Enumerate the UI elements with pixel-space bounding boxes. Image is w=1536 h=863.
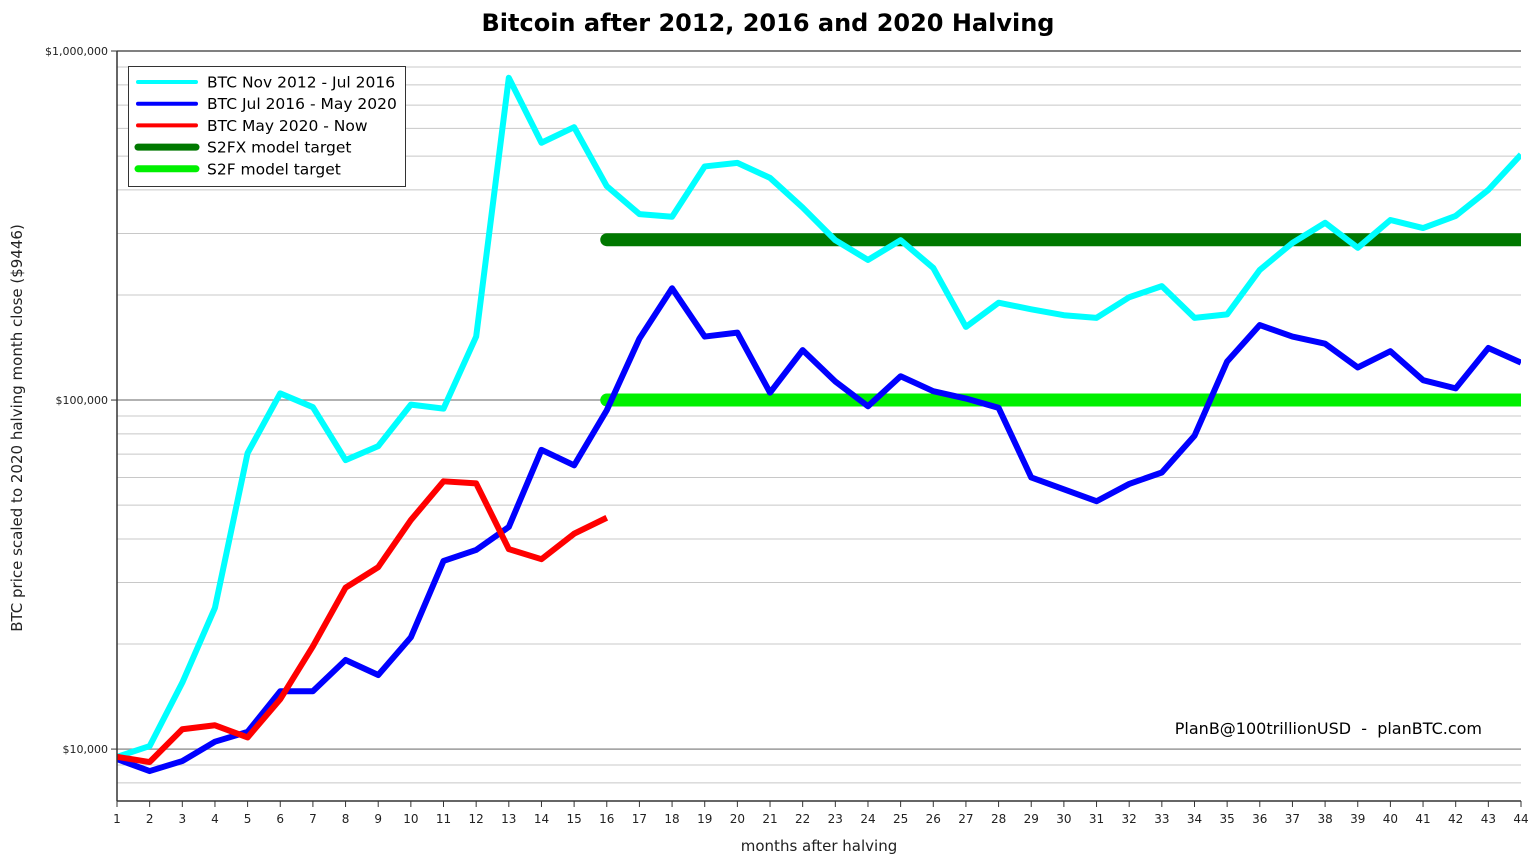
x-tick-label: 28: [991, 812, 1006, 826]
y-tick-label: $1,000,000: [45, 45, 108, 58]
x-tick-label: 17: [632, 812, 647, 826]
x-tick-label: 43: [1481, 812, 1496, 826]
chart-title: Bitcoin after 2012, 2016 and 2020 Halvin…: [482, 9, 1055, 37]
x-tick-label: 3: [178, 812, 186, 826]
x-tick-label: 24: [860, 812, 875, 826]
x-tick-label: 36: [1252, 812, 1267, 826]
x-axis-label: months after halving: [741, 837, 897, 855]
x-tick-label: 44: [1513, 812, 1528, 826]
x-tick-label: 11: [436, 812, 451, 826]
axes: 1 2 3 4 5 6 7 8 9 10 11 12 13 14 15 16 17 18 19 20 21 22 23 24 2…: [45, 45, 1529, 826]
x-tick-label: 9: [374, 812, 382, 826]
x-tick-label: 1: [113, 812, 121, 826]
series-line-btc-jul-2016-may-2020: [117, 285, 1521, 775]
x-tick-label: 12: [469, 812, 484, 826]
legend-label: BTC Jul 2016 - May 2020: [207, 95, 397, 113]
x-tick-label: 2: [146, 812, 154, 826]
x-tick-label: 4: [211, 812, 219, 826]
x-tick-label: 27: [958, 812, 973, 826]
legend-label: BTC May 2020 - Now: [207, 117, 368, 135]
x-tick-label: 20: [730, 812, 745, 826]
x-tick-label: 42: [1448, 812, 1463, 826]
y-axis-label: BTC price scaled to 2020 halving month c…: [8, 224, 26, 632]
x-tick-label: 26: [926, 812, 941, 826]
y-tick-label: $100,000: [56, 394, 109, 407]
x-tick-label: 37: [1285, 812, 1300, 826]
x-tick-label: 29: [1024, 812, 1039, 826]
x-tick-label: 39: [1350, 812, 1365, 826]
x-tick-label: 22: [795, 812, 810, 826]
x-tick-label: 30: [1056, 812, 1071, 826]
x-tick-label: 16: [599, 812, 614, 826]
x-tick-label: 32: [1122, 812, 1137, 826]
credit-annotation: PlanB@100trillionUSD - planBTC.com: [1175, 719, 1482, 738]
x-tick-label: 23: [828, 812, 843, 826]
legend-label: S2F model target: [207, 160, 341, 178]
legend-label: BTC Nov 2012 - Jul 2016: [207, 74, 395, 92]
x-tick-label: 5: [244, 812, 252, 826]
x-tick-label: 7: [309, 812, 317, 826]
series-line-btc-may-2020-now: [117, 478, 609, 766]
y-tick-label: $10,000: [63, 743, 109, 756]
x-tick-label: 25: [893, 812, 908, 826]
series-line-btc-nov-2012-jul-2016: [117, 74, 1521, 760]
x-tick-label: 21: [762, 812, 777, 826]
x-tick-label: 35: [1219, 812, 1234, 826]
x-tick-label: 14: [534, 812, 549, 826]
x-tick-label: 38: [1317, 812, 1332, 826]
legend-label: S2FX model target: [207, 139, 351, 157]
x-tick-label: 8: [342, 812, 350, 826]
legend: BTC Nov 2012 - Jul 2016 BTC Jul 2016 - Ma…: [128, 66, 406, 187]
x-tick-label: 34: [1187, 812, 1202, 826]
x-tick-label: 6: [276, 812, 284, 826]
series-lines: [117, 74, 1521, 775]
x-tick-label: 40: [1383, 812, 1398, 826]
x-tick-label: 13: [501, 812, 516, 826]
x-tick-label: 18: [664, 812, 679, 826]
x-tick-label: 15: [566, 812, 581, 826]
x-tick-label: 41: [1415, 812, 1430, 826]
x-tick-label: 33: [1154, 812, 1169, 826]
x-tick-label: 19: [697, 812, 712, 826]
x-tick-label: 31: [1089, 812, 1104, 826]
x-tick-label: 10: [403, 812, 418, 826]
